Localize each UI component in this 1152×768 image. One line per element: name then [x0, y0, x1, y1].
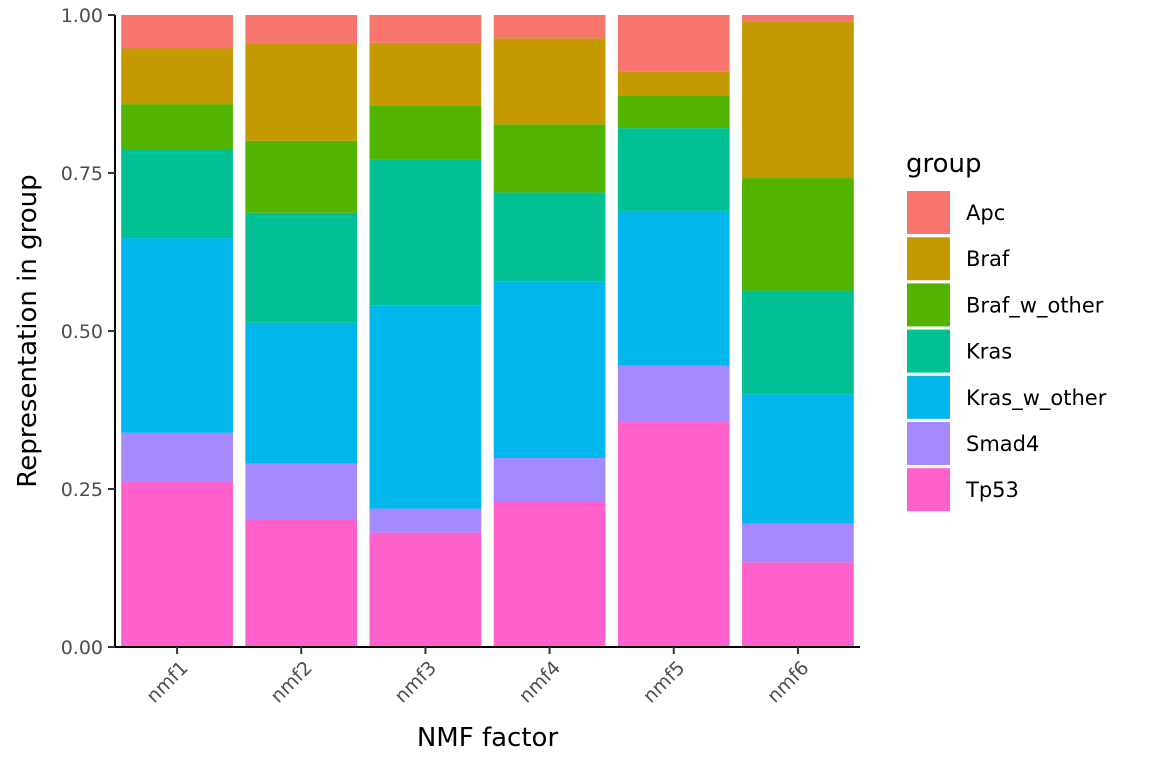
bar-segment-nmf6-apc: [742, 15, 854, 22]
bar-segment-nmf5-kras: [617, 128, 730, 211]
bar-segment-nmf5-braf: [617, 71, 730, 96]
bar-segment-nmf6-braf: [742, 21, 854, 179]
legend-swatch-smad4: [907, 422, 950, 465]
legend: group Apc Braf Braf_w_other Kras Kras_w_othe…: [906, 149, 1107, 512]
bar-segment-nmf2-braf-w-other: [245, 140, 358, 213]
bar-segment-nmf1-apc: [121, 15, 233, 49]
legend-title: group: [906, 149, 982, 179]
x-tick-label: nmf4: [515, 657, 565, 707]
bars-layer: [121, 15, 854, 647]
bar-segment-nmf1-kras: [121, 148, 233, 239]
bar-segment-nmf6-kras: [742, 290, 854, 395]
legend-swatch-braf: [907, 237, 950, 281]
bar-segment-nmf5-tp53: [617, 422, 730, 647]
x-tick-label: nmf5: [639, 657, 689, 707]
bar-segment-nmf2-braf: [245, 43, 358, 141]
legend-swatch-kras-w-other: [907, 375, 950, 419]
legend-label: Kras: [966, 340, 1012, 364]
y-axis-title: Representation in group: [13, 174, 43, 487]
bar-segment-nmf3-apc: [369, 15, 482, 43]
y-tick-label: 0.50: [61, 321, 103, 343]
legend-swatch-braf-w-other: [907, 283, 950, 327]
legend-swatch-kras: [907, 329, 950, 373]
bar-segment-nmf6-smad4: [742, 523, 854, 563]
legend-label: Kras_w_other: [966, 386, 1107, 411]
bar-segment-nmf3-smad4: [369, 508, 482, 533]
legend-label: Braf: [966, 247, 1010, 271]
x-tick-label: nmf2: [266, 657, 316, 707]
bar-segment-nmf4-tp53: [493, 501, 606, 647]
y-tick-label: 1.00: [61, 5, 103, 27]
bar-segment-nmf3-tp53: [369, 532, 482, 647]
bar-segment-nmf4-braf: [493, 38, 606, 125]
y-axis-ticks: 0.00 0.25 0.50 0.75 1.00: [61, 5, 115, 659]
y-tick-label: 0.75: [61, 163, 103, 185]
y-tick-label: 0.25: [61, 479, 103, 501]
bar-segment-nmf1-braf-w-other: [121, 104, 233, 149]
bar-segment-nmf1-braf: [121, 48, 233, 105]
legend-label: Apc: [966, 201, 1005, 225]
bar-segment-nmf4-apc: [493, 15, 606, 39]
legend-label: Braf_w_other: [966, 293, 1104, 318]
bar-segment-nmf1-smad4: [121, 432, 233, 482]
bar-segment-nmf2-kras-w-other: [245, 322, 358, 464]
y-tick-label: 0.00: [61, 637, 103, 659]
bar-segment-nmf4-braf-w-other: [493, 124, 606, 193]
bar-segment-nmf6-tp53: [742, 562, 854, 647]
bar-segment-nmf6-kras-w-other: [742, 394, 854, 524]
bar-segment-nmf5-smad4: [617, 365, 730, 423]
x-axis-title: NMF factor: [417, 723, 559, 753]
bar-segment-nmf2-smad4: [245, 463, 358, 520]
bar-segment-nmf2-tp53: [245, 519, 358, 647]
bar-segment-nmf3-kras-w-other: [369, 305, 482, 509]
bar-segment-nmf4-smad4: [493, 458, 606, 502]
x-tick-label: nmf6: [763, 657, 813, 707]
legend-swatch-tp53: [907, 468, 950, 512]
bar-segment-nmf5-kras-w-other: [617, 210, 730, 366]
bar-segment-nmf2-apc: [245, 15, 358, 44]
bar-segment-nmf1-tp53: [121, 481, 233, 647]
x-tick-label: nmf3: [391, 657, 441, 707]
bar-segment-nmf6-braf-w-other: [742, 178, 854, 291]
bar-segment-nmf3-braf: [369, 42, 482, 107]
legend-label: Tp53: [965, 478, 1019, 502]
bar-segment-nmf1-kras-w-other: [121, 238, 233, 433]
bar-segment-nmf3-braf-w-other: [369, 106, 482, 160]
legend-label: Smad4: [966, 432, 1039, 456]
bar-segment-nmf5-braf-w-other: [617, 95, 730, 129]
bar-segment-nmf5-apc: [617, 15, 730, 72]
bar-segment-nmf3-kras: [369, 159, 482, 306]
bar-segment-nmf2-kras: [245, 212, 358, 323]
bar-segment-nmf4-kras-w-other: [493, 281, 606, 459]
legend-swatch-apc: [907, 191, 950, 234]
bar-segment-nmf4-kras: [493, 192, 606, 282]
x-axis-ticks: nmf1 nmf2 nmf3 nmf4 nmf5 nmf6: [142, 647, 813, 707]
x-tick-label: nmf1: [142, 657, 192, 707]
